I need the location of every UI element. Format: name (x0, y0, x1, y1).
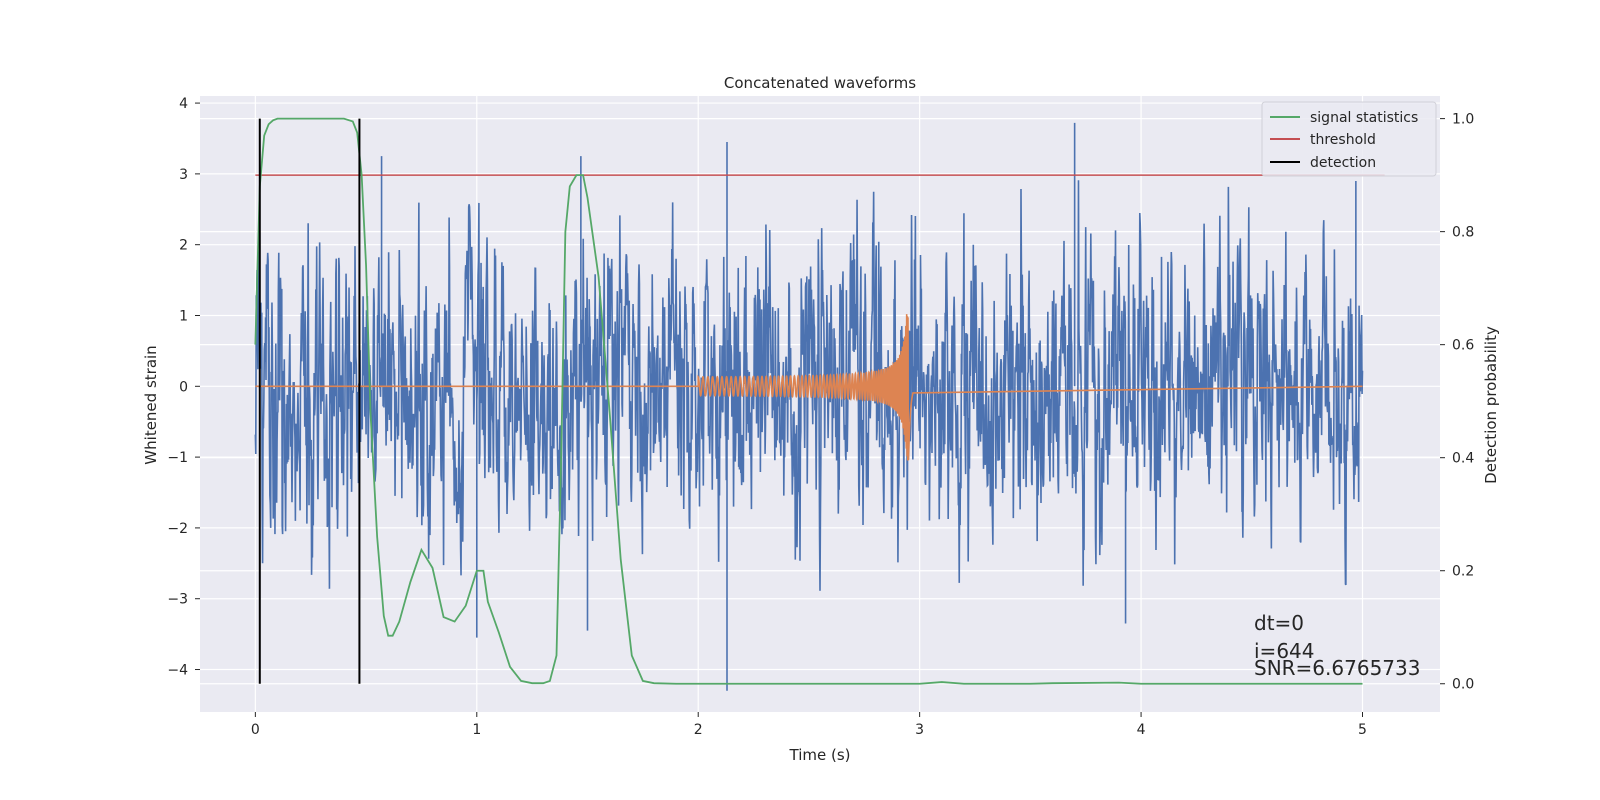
x-tick-label: 3 (915, 722, 924, 738)
x-tick-label: 2 (694, 722, 703, 738)
y-right-tick-label: 0.2 (1452, 564, 1474, 580)
annotation-snr: SNR=6.6765733 (1254, 656, 1420, 680)
y-left-tick-label: 3 (179, 167, 188, 183)
annotation-dt: dt=0 (1254, 611, 1304, 635)
legend-label-signal: signal statistics (1310, 110, 1418, 126)
x-tick-label: 4 (1137, 722, 1146, 738)
y-axis-left-ticks: −4 −3 −2 −1 0 1 2 3 4 (167, 96, 200, 679)
y-axis-right-label: Detection probability (1482, 326, 1500, 484)
y-right-tick-label: 0.0 (1452, 677, 1474, 693)
y-left-tick-label: 4 (179, 96, 188, 112)
y-axis-left-label: Whitened strain (142, 345, 160, 464)
x-tick-label: 1 (472, 722, 481, 738)
y-left-tick-label: 2 (179, 238, 188, 254)
y-left-tick-label: 0 (179, 379, 188, 395)
legend: signal statistics threshold detection (1261, 101, 1437, 177)
y-left-tick-label: −1 (167, 450, 188, 466)
signal-statistics-series-line (254, 117, 1363, 685)
y-right-tick-label: 0.8 (1452, 225, 1474, 241)
y-right-tick-label: 1.0 (1452, 112, 1474, 128)
legend-label-threshold: threshold (1310, 132, 1376, 148)
y-left-tick-label: −3 (167, 592, 188, 608)
chart-title: Concatenated waveforms (724, 74, 916, 92)
template-series-line (255, 314, 1363, 461)
x-tick-label: 0 (251, 722, 260, 738)
y-axis-right-ticks: 0.0 0.2 0.4 0.6 0.8 1.0 (1440, 112, 1474, 693)
y-left-tick-label: −2 (167, 521, 188, 537)
strain-series-line (254, 122, 1364, 691)
legend-label-detection: detection (1310, 155, 1376, 171)
y-right-tick-label: 0.4 (1452, 451, 1474, 467)
y-left-tick-label: 1 (179, 308, 188, 324)
plot-content (254, 117, 1385, 691)
detection-series (258, 118, 361, 684)
x-axis-label: Time (s) (789, 746, 851, 764)
y-left-tick-label: −4 (167, 663, 188, 679)
x-tick-label: 5 (1358, 722, 1367, 738)
annotation-index: i=644 (1254, 639, 1315, 663)
y-right-tick-label: 0.6 (1452, 338, 1474, 354)
legend-box (1261, 101, 1437, 177)
x-axis-ticks: 0 1 2 3 4 5 (251, 712, 1367, 738)
